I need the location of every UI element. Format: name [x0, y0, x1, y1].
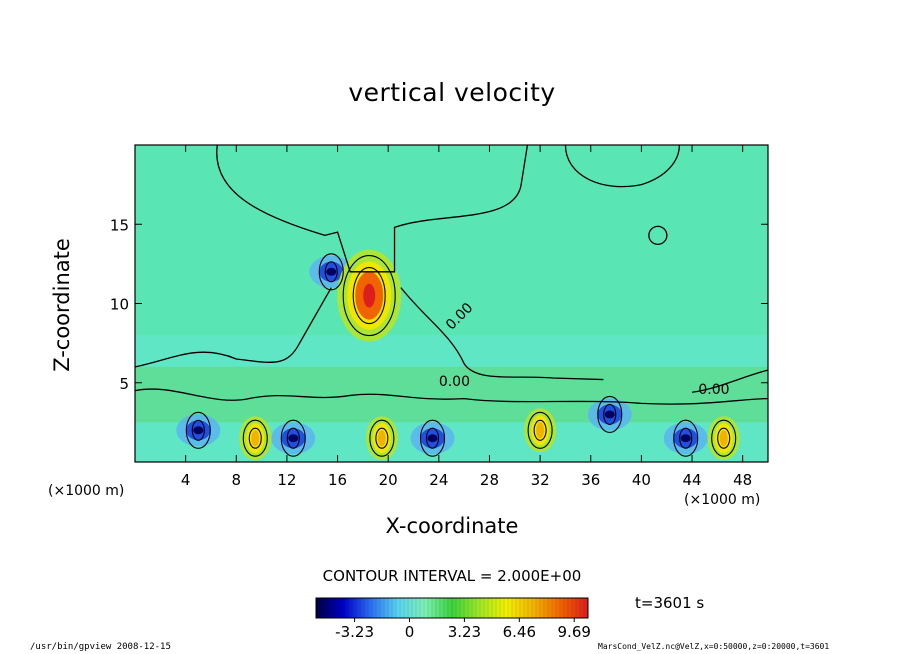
contour-loop — [191, 419, 205, 441]
contour-loop — [603, 403, 617, 426]
x-tick-label: 8 — [232, 471, 242, 489]
contour-loop — [419, 419, 446, 457]
contour-label: 0.00 — [439, 374, 470, 390]
colorbar: -3.23 0 3.23 6.46 9.69 — [315, 597, 591, 641]
downdraft-center — [427, 434, 438, 443]
contour-loop — [369, 419, 395, 457]
contour-loop — [673, 419, 699, 457]
contour-interval-text: CONTOUR INTERVAL = 2.000E+00 — [322, 567, 582, 585]
contour-loop — [648, 225, 668, 245]
colorbar-rect — [315, 597, 589, 619]
contour-label: 0.00 — [698, 382, 729, 398]
contour-loop — [242, 419, 268, 457]
downdraft-center — [604, 410, 615, 419]
y-axis-label: Z-coordinate — [50, 238, 74, 372]
x-axis-label: X-coordinate — [385, 514, 519, 538]
contour-line — [691, 369, 768, 393]
colorbar-tick-label: 3.23 — [448, 623, 481, 641]
contour-loop — [185, 411, 211, 449]
footer-left: /usr/bin/gpview 2008-12-15 — [30, 642, 171, 652]
contour-loop — [533, 419, 547, 441]
contour-loop — [711, 419, 737, 457]
updraft-center — [251, 430, 260, 447]
updraft-center — [536, 422, 545, 439]
x-tick-label: 44 — [682, 471, 701, 489]
colorbar-tick-label: 9.69 — [558, 623, 591, 641]
x-tick-label: 16 — [328, 471, 347, 489]
x-tick-label: 24 — [429, 471, 448, 489]
y-tick-label: 15 — [110, 216, 129, 234]
colorbar-tick-label: 6.46 — [503, 623, 536, 641]
footer-right: MarsCond_VelZ.nc@VelZ,x=0:50000,z=0:2000… — [598, 642, 830, 651]
contour-line — [135, 287, 332, 368]
contour-loop — [597, 395, 623, 434]
contour-loop — [375, 427, 389, 449]
contour-loop — [679, 427, 693, 449]
y-tick-label: 5 — [119, 375, 129, 393]
contour-loop — [324, 261, 338, 283]
time-label: t=3601 s — [635, 594, 705, 612]
updraft-peak — [363, 283, 376, 308]
x-tick-label: 12 — [277, 471, 296, 489]
heatmap-field — [135, 145, 768, 462]
contour-loop — [425, 427, 440, 449]
x-axis-unit-left: (×1000 m) — [48, 483, 125, 499]
x-tick-label: 40 — [632, 471, 651, 489]
downdraft-center — [680, 434, 691, 443]
y-tick-label: 10 — [110, 296, 129, 314]
contour-loop — [352, 267, 386, 325]
downdraft-center — [193, 426, 204, 435]
contour-lines: 0.000.00 0.00 — [135, 145, 768, 457]
contour-line — [564, 145, 681, 188]
chart-title: vertical velocity — [348, 78, 556, 107]
x-axis: 4 8 12 16 20 24 28 32 36 40 44 48 — [181, 145, 752, 489]
contour-line — [135, 388, 768, 405]
contour-line — [400, 287, 604, 381]
mid-layer — [135, 366, 768, 423]
downdraft-center — [288, 434, 299, 443]
x-axis-unit-right: (×1000 m) — [684, 492, 761, 508]
contour-loop — [527, 411, 553, 449]
colorbar-tick-label: -3.23 — [335, 623, 374, 641]
contour-loop — [280, 419, 306, 457]
contour-loop — [318, 253, 344, 291]
x-tick-label: 4 — [181, 471, 191, 489]
x-tick-label: 32 — [531, 471, 550, 489]
colorbar-tick-label: 0 — [405, 623, 415, 641]
contour-loop — [342, 255, 396, 337]
contour-line — [216, 145, 529, 273]
y-axis: 5 10 15 — [110, 216, 768, 393]
updraft-center — [377, 430, 386, 447]
contour-loop — [248, 427, 262, 449]
contour-loop — [717, 427, 731, 449]
x-tick-label: 28 — [480, 471, 499, 489]
x-tick-label: 48 — [733, 471, 752, 489]
x-tick-label: 36 — [581, 471, 600, 489]
contour-loop — [286, 427, 300, 449]
x-tick-label: 20 — [379, 471, 398, 489]
updraft-center — [719, 430, 728, 447]
downdraft-center — [326, 267, 337, 276]
